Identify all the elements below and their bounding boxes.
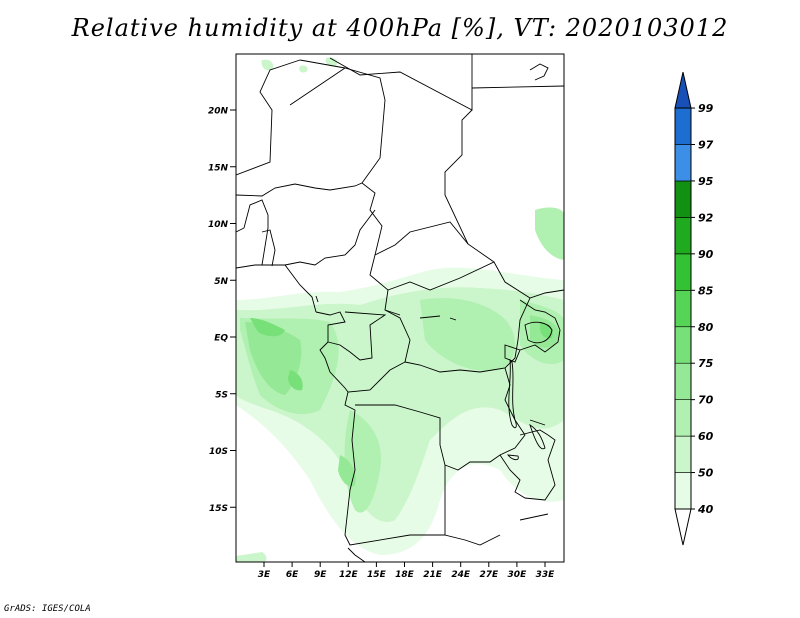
lon-tick-label: 30E: [508, 570, 528, 580]
lakes: [315, 63, 553, 461]
colorbar-label: 95: [698, 175, 714, 188]
colorbar-label: 80: [698, 321, 714, 334]
colorbar-segment: [674, 253, 692, 291]
lat-tick-label: 10N: [208, 220, 229, 230]
colorbar-label: 97: [698, 139, 714, 152]
colorbar-segment: [674, 472, 692, 510]
colorbar-label: 90: [698, 248, 714, 261]
lat-tick-label: 15S: [209, 504, 228, 514]
colorbar-label: 40: [697, 503, 714, 516]
lon-tick-label: 18E: [395, 570, 415, 580]
lat-tick-label: 5N: [214, 277, 228, 287]
lon-tick-label: 6E: [286, 570, 299, 580]
lon-tick-label: 15E: [367, 570, 387, 580]
map-frame: [235, 53, 565, 563]
rh-band-70e: [535, 207, 564, 260]
colorbar: 40 50 60 70 75 80 85 90 92 95 97 99: [674, 71, 714, 546]
colorbar-segment: [674, 399, 692, 437]
rh-band-80c: [540, 322, 553, 339]
colorbar-label: 60: [698, 430, 714, 443]
colorbar-segment: [674, 107, 692, 145]
lon-tick-label: 24E: [451, 570, 471, 580]
rh-band-70c: [420, 298, 515, 371]
colorbar-under-triangle: [674, 508, 692, 546]
country-boundaries: [236, 54, 564, 562]
colorbar-over-triangle: [674, 71, 692, 109]
colorbar-segment: [674, 144, 692, 182]
lon-tick-label: 12E: [339, 570, 359, 580]
colorbar-outline: [674, 107, 692, 510]
latitude-axis: 20N 15N 10N 5N EQ 5S 10S 15S: [208, 107, 236, 514]
lon-tick-label: 27E: [479, 570, 499, 580]
colorbar-segment: [674, 435, 692, 473]
colorbar-label: 92: [698, 211, 714, 224]
lon-tick-label: 3E: [258, 570, 271, 580]
colorbar-segment: [674, 289, 692, 328]
colorbar-label: 99: [698, 102, 714, 115]
colorbar-label: 70: [698, 394, 714, 407]
rh-band-80b: [288, 370, 303, 391]
rh-band-75c: [338, 455, 356, 487]
humidity-shading: [236, 57, 564, 562]
lat-tick-label: 10S: [209, 447, 228, 457]
lat-tick-label: 20N: [208, 107, 229, 117]
colorbar-segment: [674, 326, 692, 364]
colorbar-segment: [674, 362, 692, 400]
longitude-axis: 3E 6E 9E 12E 15E 18E 21E 24E 27E 30E 33E: [258, 562, 555, 580]
rh-band-75: [245, 322, 302, 395]
lon-tick-label: 33E: [536, 570, 556, 580]
chart-title: Relative humidity at 400hPa [%], VT: 202…: [71, 14, 729, 42]
rh-band-80: [250, 318, 285, 337]
lat-tick-label: 15N: [208, 163, 229, 173]
footer-credit: GrADS: IGES/COLA: [4, 604, 91, 614]
colorbar-label: 75: [698, 357, 714, 370]
colorbar-label: 85: [698, 284, 714, 297]
colorbar-segment: [674, 217, 692, 255]
lat-tick-label: EQ: [214, 334, 228, 344]
lon-tick-label: 21E: [423, 570, 443, 580]
colorbar-label: 50: [698, 467, 714, 480]
lon-tick-label: 9E: [314, 570, 327, 580]
lat-tick-label: 5S: [215, 390, 228, 400]
colorbar-segment: [674, 180, 692, 218]
rh-band-70b: [344, 410, 381, 513]
